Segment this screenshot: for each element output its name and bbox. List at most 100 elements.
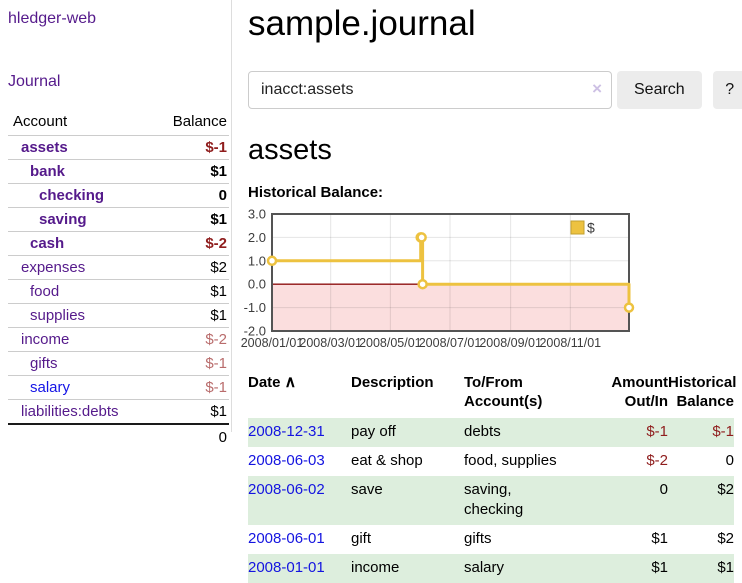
account-row: assets $-1 bbox=[8, 135, 229, 160]
search-button[interactable]: Search bbox=[617, 71, 702, 109]
account-link[interactable]: assets bbox=[21, 139, 68, 156]
account-balance: $-1 bbox=[150, 375, 229, 400]
svg-text:2.0: 2.0 bbox=[248, 230, 266, 245]
account-balance: 0 bbox=[150, 183, 229, 208]
transaction-accounts: food, supplies bbox=[464, 452, 557, 469]
svg-text:2008/09/01: 2008/09/01 bbox=[479, 336, 542, 350]
app-title-link[interactable]: hledger-web bbox=[8, 10, 97, 27]
account-link[interactable]: bank bbox=[30, 163, 66, 180]
account-link[interactable]: supplies bbox=[30, 307, 86, 324]
transaction-date-link[interactable]: 2008-12-31 bbox=[248, 423, 325, 440]
svg-text:3.0: 3.0 bbox=[248, 207, 266, 222]
search-form: × Search ? bbox=[248, 71, 742, 109]
svg-text:2008/03/01: 2008/03/01 bbox=[299, 336, 362, 350]
register-row: 2008-06-02 save saving, checking 0 $2 bbox=[248, 476, 734, 525]
account-balance: $1 bbox=[150, 303, 229, 328]
account-row: saving $1 bbox=[8, 207, 229, 232]
register-header: Historical Balance bbox=[668, 374, 737, 410]
accounts-body: assets $-1 bank $1 checking 0 saving $1 cash $-2 e… bbox=[8, 135, 229, 424]
accounts-header-account: Account bbox=[13, 113, 68, 130]
account-balance: $1 bbox=[150, 279, 229, 304]
account-link[interactable]: expenses bbox=[21, 259, 86, 276]
register-row: 2008-01-01 income salary $1 $1 bbox=[248, 554, 734, 583]
account-row: gifts $-1 bbox=[8, 351, 229, 376]
register-header-row: Date ∧ Description To/From Account(s) Amount O… bbox=[248, 371, 737, 418]
account-link[interactable]: gifts bbox=[30, 355, 58, 372]
account-row: expenses $2 bbox=[8, 255, 229, 280]
clear-search-icon[interactable]: × bbox=[592, 79, 602, 98]
accounts-header-balance: Balance bbox=[172, 113, 227, 130]
svg-text:1.0: 1.0 bbox=[248, 253, 266, 268]
account-balance: $-2 bbox=[150, 231, 229, 256]
account-link[interactable]: liabilities:debts bbox=[21, 403, 119, 420]
transaction-date-link[interactable]: 2008-01-01 bbox=[248, 559, 325, 576]
svg-text:-2.0: -2.0 bbox=[244, 324, 266, 339]
svg-text:2008/05/01: 2008/05/01 bbox=[359, 336, 422, 350]
register-row: 2008-12-31 pay off debts $-1 $-1 bbox=[248, 418, 734, 447]
register-row: 2008-06-03 eat & shop food, supplies $-2 0 bbox=[248, 447, 734, 476]
transaction-accounts: salary bbox=[464, 554, 590, 583]
journal-link[interactable]: Journal bbox=[8, 73, 61, 90]
transaction-date-link[interactable]: 2008-06-02 bbox=[248, 481, 325, 498]
account-balance: $-1 bbox=[150, 135, 229, 160]
chart-legend: $ bbox=[570, 220, 595, 236]
accounts-table: Account Balance assets $-1 bank $1 checking 0… bbox=[8, 110, 229, 450]
register-table: Date ∧ Description To/From Account(s) Amount O… bbox=[248, 371, 737, 583]
transaction-date-link[interactable]: 2008-06-01 bbox=[248, 530, 325, 547]
transaction-accounts: debts bbox=[464, 418, 590, 447]
accounts-total: 0 bbox=[150, 423, 229, 450]
register-row: 2008-06-01 gift gifts $1 $2 bbox=[248, 525, 734, 554]
register-header: Amount Out/In bbox=[611, 374, 668, 410]
account-row: salary $-1 bbox=[8, 375, 229, 400]
transaction-description: gift bbox=[351, 530, 372, 547]
transaction-accounts: saving, checking bbox=[464, 476, 590, 525]
transaction-description: save bbox=[351, 476, 464, 525]
transaction-amount: 0 bbox=[590, 476, 668, 525]
account-row: food $1 bbox=[8, 279, 229, 304]
svg-text:2008/01/01: 2008/01/01 bbox=[241, 336, 304, 350]
transaction-balance: $1 bbox=[668, 554, 734, 583]
register-header: Description bbox=[351, 374, 434, 391]
transaction-amount: $-2 bbox=[646, 452, 668, 469]
transaction-accounts: gifts bbox=[464, 530, 492, 547]
transaction-balance: $2 bbox=[717, 530, 734, 547]
account-link[interactable]: checking bbox=[39, 187, 105, 204]
main-content: sample.journal × Search ? assets Histori… bbox=[232, 0, 742, 583]
transaction-date-link[interactable]: 2008-06-03 bbox=[248, 452, 325, 469]
account-row: income $-2 bbox=[8, 327, 229, 352]
transaction-balance: $-1 bbox=[668, 418, 734, 447]
chart-title: Historical Balance: bbox=[248, 184, 384, 201]
svg-text:0.0: 0.0 bbox=[248, 277, 266, 292]
page-title: sample.journal bbox=[248, 4, 476, 43]
historical-balance-chart[interactable]: $3.0 2.0 1.0 0.0 -1.0 -2.0 2008/01/01 2008/03/0… bbox=[240, 207, 742, 355]
account-balance: $1 bbox=[150, 159, 229, 184]
register-header: To/From Account(s) bbox=[464, 374, 543, 410]
account-link[interactable]: saving bbox=[39, 211, 87, 228]
accounts-header-row: Account Balance bbox=[8, 110, 229, 136]
account-row: checking 0 bbox=[8, 183, 229, 208]
svg-text:2008/07/01: 2008/07/01 bbox=[419, 336, 482, 350]
account-link[interactable]: cash bbox=[30, 235, 65, 252]
register-header-date[interactable]: Date ∧ bbox=[248, 374, 297, 391]
transaction-description: income bbox=[351, 554, 464, 583]
transaction-description: eat & shop bbox=[351, 452, 423, 469]
account-balance: $2 bbox=[150, 255, 229, 280]
account-balance: $-1 bbox=[150, 351, 229, 376]
transaction-description: pay off bbox=[351, 418, 464, 447]
account-balance: $-2 bbox=[150, 327, 229, 352]
transaction-amount: $-1 bbox=[590, 418, 668, 447]
sort-ascending-icon[interactable]: ∧ bbox=[284, 374, 297, 391]
transaction-balance: 0 bbox=[725, 452, 734, 469]
transaction-amount: $1 bbox=[590, 554, 668, 583]
svg-text:$: $ bbox=[587, 220, 595, 236]
account-link[interactable]: income bbox=[21, 331, 70, 348]
help-button[interactable]: ? bbox=[712, 71, 742, 109]
account-row: liabilities:debts $1 bbox=[8, 399, 229, 424]
account-link[interactable]: salary bbox=[30, 379, 71, 396]
sidebar: hledger-web Journal Account Balance asse… bbox=[0, 0, 232, 450]
svg-text:2008/11/01: 2008/11/01 bbox=[539, 336, 601, 350]
search-input[interactable] bbox=[248, 71, 612, 109]
account-link[interactable]: food bbox=[30, 283, 60, 300]
accounts-total-row: 0 bbox=[8, 423, 229, 450]
